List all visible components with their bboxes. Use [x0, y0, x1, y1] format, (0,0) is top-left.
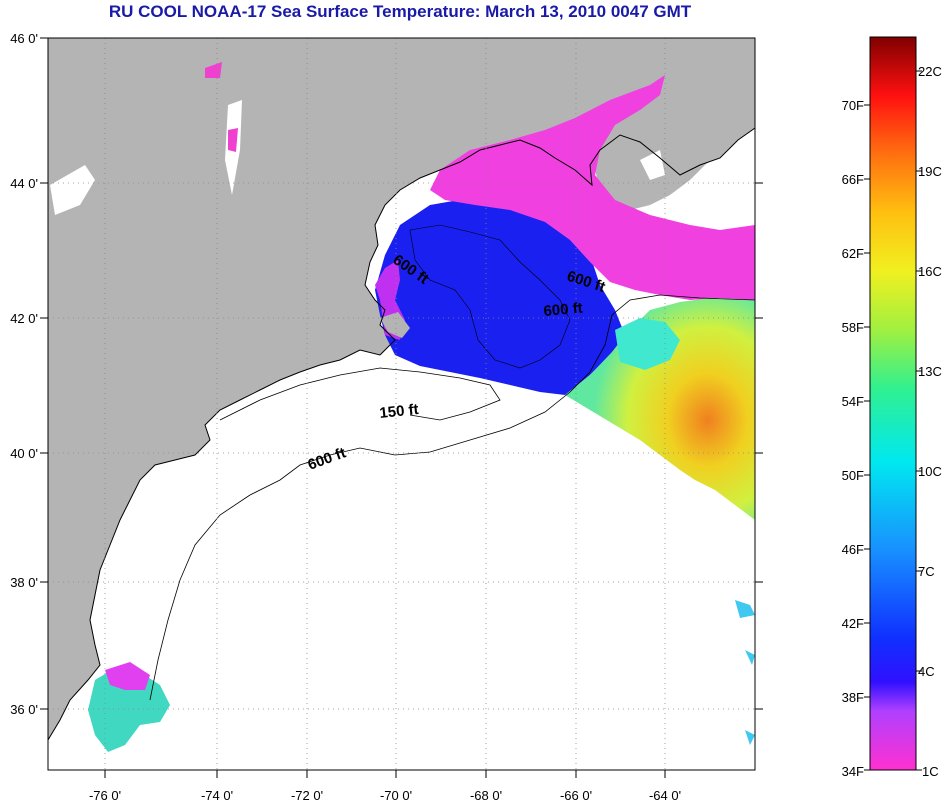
colorbar-c-label: 1C	[922, 764, 939, 779]
graticule	[48, 38, 755, 770]
colorbar-f-label: 34F	[842, 764, 864, 779]
colorbar	[869, 36, 917, 771]
lat-tick-label: 36 0'	[10, 702, 38, 717]
colorbar-f-label: 46F	[842, 542, 864, 557]
lon-tick-label: -64 0'	[649, 788, 681, 803]
colorbar-c-label: 10C	[918, 464, 942, 479]
lat-tick-label: 46 0'	[10, 31, 38, 46]
map-title: RU COOL NOAA-17 Sea Surface Temperature:…	[108, 2, 692, 21]
colorbar-f-label: 50F	[842, 468, 864, 483]
lon-tick-label: -76 0'	[89, 788, 121, 803]
colorbar-ticks	[864, 70, 922, 771]
contour-label: 150 ft	[379, 401, 420, 422]
coastline	[48, 127, 755, 741]
lat-tick-label: 44 0'	[10, 176, 38, 191]
inland-pink-patch	[205, 62, 238, 152]
lon-tick-label: -72 0'	[291, 788, 323, 803]
contour-150ft	[219, 367, 501, 421]
cold-water-region	[375, 198, 625, 395]
colorbar-c-label: 19C	[918, 164, 942, 179]
cyan-eddy	[615, 318, 680, 370]
cape-cod	[380, 312, 410, 338]
colorbar-f-label: 70F	[842, 98, 864, 113]
cyan-scatter-south	[735, 600, 755, 745]
lat-tick-label: 40 0'	[10, 446, 38, 461]
hatteras-sst-patch	[88, 668, 170, 752]
colorbar-c-label: 13C	[918, 364, 942, 379]
lon-tick-label: -66 0'	[560, 788, 592, 803]
axis-ticks	[40, 37, 763, 778]
lat-tick-label: 42 0'	[10, 311, 38, 326]
hatteras-pink-patch	[105, 662, 150, 690]
colorbar-c-label: 22C	[918, 64, 942, 79]
warm-gulf-stream	[565, 298, 755, 520]
contour-gom	[409, 224, 571, 369]
colorbar-f-label: 66F	[842, 172, 864, 187]
lat-tick-label: 38 0'	[10, 575, 38, 590]
land-mass	[48, 38, 755, 740]
lon-tick-label: -70 0'	[380, 788, 412, 803]
lon-tick-label: -74 0'	[201, 788, 233, 803]
contour-600ft	[149, 294, 755, 701]
colorbar-c-label: 7C	[918, 564, 935, 579]
colorbar-c-label: 16C	[918, 264, 942, 279]
nova-scotia-land	[595, 80, 755, 210]
colorbar-f-label: 38F	[842, 690, 864, 705]
colorbar-c-label: 4C	[918, 664, 935, 679]
contour-label: 600 ft	[543, 300, 584, 320]
colorbar-f-label: 58F	[842, 320, 864, 335]
colorbar-f-label: 42F	[842, 616, 864, 631]
lon-tick-label: -68 0'	[470, 788, 502, 803]
map-frame	[47, 37, 756, 771]
colorbar-f-label: 62F	[842, 246, 864, 261]
pink-water-region	[430, 75, 755, 300]
colorbar-f-label: 54F	[842, 394, 864, 409]
